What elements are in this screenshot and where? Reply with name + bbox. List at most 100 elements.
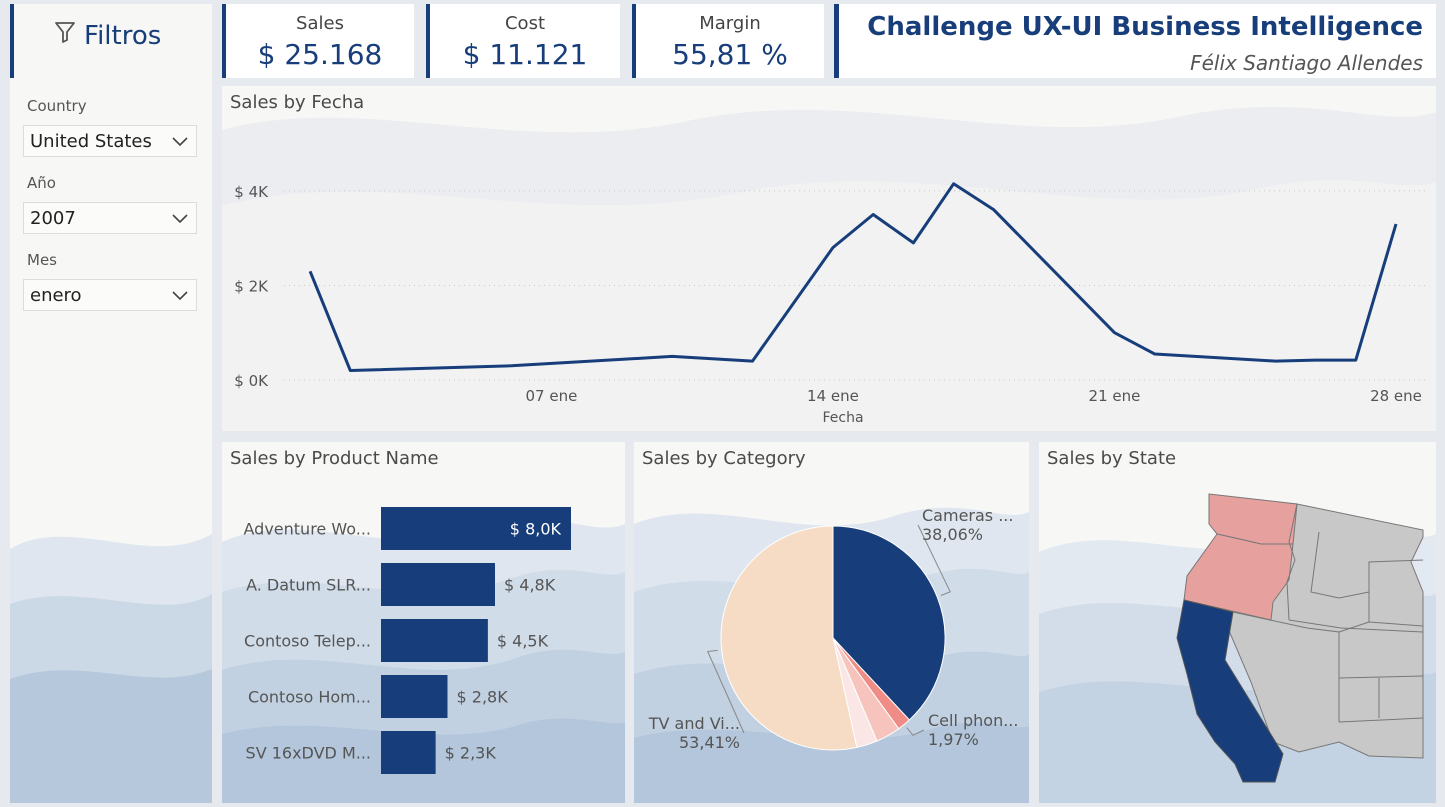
country-dropdown[interactable]: United States <box>23 125 197 157</box>
title-card: Challenge UX-UI Business Intelligence Fé… <box>834 4 1436 78</box>
line-data-point[interactable] <box>951 181 957 187</box>
year-dropdown[interactable]: 2007 <box>23 202 197 234</box>
filters-panel: Filtros Country United States Año 2007 M… <box>10 4 212 803</box>
line-data-point[interactable] <box>830 245 836 251</box>
line-chart-title: Sales by Fecha <box>230 92 365 113</box>
month-value: enero <box>30 284 82 306</box>
x-tick-label: 14 ene <box>807 387 859 405</box>
filters-accent-bar <box>10 4 14 78</box>
pie-slice-name: TV and Vi... <box>648 714 740 733</box>
month-dropdown[interactable]: enero <box>23 279 197 311</box>
line-data-point[interactable] <box>1111 330 1117 336</box>
bar-category-label: SV 16xDVD M... <box>246 744 371 763</box>
country-label: Country <box>27 97 87 115</box>
bar-data-label: $ 4,5K <box>497 632 549 651</box>
sales-kpi-card: Sales $ 25.168 <box>222 4 414 78</box>
bar-category-label: Contoso Telep... <box>244 632 371 651</box>
line-data-point[interactable] <box>750 358 756 364</box>
sales-by-date-panel[interactable]: Sales by Fecha $ 0K $ 2K $ 4K 07 ene 14 ene 2… <box>222 86 1436 431</box>
year-label: Año <box>27 174 56 192</box>
filter-funnel-icon <box>54 20 76 51</box>
sales-by-category-panel[interactable]: Sales by Category Cameras ... 38,06% Cell … <box>634 442 1029 803</box>
line-data-point[interactable] <box>307 268 313 274</box>
line-chart[interactable]: $ 0K $ 2K $ 4K 07 ene 14 ene 21 ene 28 ene Fech… <box>222 86 1436 431</box>
line-data-point[interactable] <box>508 363 514 369</box>
filters-title: Filtros <box>84 20 162 51</box>
line-data-point[interactable] <box>1353 357 1359 363</box>
pie-slice-percent: 1,97% <box>928 730 979 749</box>
y-tick-label: $ 0K <box>234 372 269 390</box>
map-chart-title: Sales by State <box>1047 448 1177 469</box>
kpi-accent-bar <box>222 4 226 78</box>
sales-kpi-value: $ 25.168 <box>257 38 383 71</box>
kpi-accent-bar <box>632 4 636 78</box>
margin-kpi-label: Margin <box>699 13 761 34</box>
pie-slice-percent: 38,06% <box>922 525 983 544</box>
cost-kpi-label: Cost <box>504 13 546 34</box>
product-bar[interactable] <box>381 731 436 774</box>
pie-chart-title: Sales by Category <box>642 448 806 469</box>
x-tick-label: 21 ene <box>1089 387 1141 405</box>
line-data-point[interactable] <box>870 212 876 218</box>
month-label: Mes <box>27 251 57 269</box>
margin-kpi-value: 55,81 % <box>672 38 788 71</box>
x-axis-title: Fecha <box>822 410 863 426</box>
pie-chart[interactable]: Cameras ...38,06% Cell phon...1,97% TV and… <box>634 442 1029 803</box>
pie-leader-line <box>906 727 925 736</box>
title-accent-bar <box>834 4 839 78</box>
line-data-point[interactable] <box>669 353 675 359</box>
line-data-point[interactable] <box>1393 221 1399 227</box>
chevron-down-icon <box>172 214 188 224</box>
margin-kpi-card: Margin 55,81 % <box>632 4 824 78</box>
line-data-point[interactable] <box>991 207 997 213</box>
pie-slice-percent: 53,41% <box>679 733 740 752</box>
pie-leader-line <box>917 524 951 596</box>
country-value: United States <box>30 130 152 152</box>
map-state-oregon[interactable] <box>1183 533 1294 621</box>
map-state-borders <box>1232 503 1424 723</box>
product-bar[interactable] <box>381 619 488 662</box>
pie-slice[interactable] <box>720 525 858 751</box>
product-bar[interactable] <box>381 507 571 550</box>
map-state-california[interactable] <box>1176 599 1284 783</box>
bar-data-label: $ 2,3K <box>445 744 497 763</box>
bar-category-label: Adventure Wo... <box>244 520 372 539</box>
cost-kpi-card: Cost $ 11.121 <box>426 4 620 78</box>
bar-data-label: $ 4,8K <box>504 576 556 595</box>
line-data-point[interactable] <box>910 240 916 246</box>
chevron-down-icon <box>172 291 188 301</box>
chevron-down-icon <box>172 137 188 147</box>
sales-kpi-label: Sales <box>296 13 344 34</box>
filters-header: Filtros <box>54 20 161 51</box>
sales-by-product-panel[interactable]: Sales by Product Name Adventure Wo... $ 8… <box>222 442 625 803</box>
sales-by-state-panel[interactable]: Sales by State <box>1039 442 1436 803</box>
x-tick-label: 07 ene <box>526 387 578 405</box>
dashboard-title: Challenge UX-UI Business Intelligence <box>867 12 1423 42</box>
bar-category-label: A. Datum SLR... <box>246 576 371 595</box>
line-data-point[interactable] <box>1313 357 1319 363</box>
year-value: 2007 <box>30 207 76 229</box>
background-waves <box>10 534 212 803</box>
bar-data-label: $ 2,8K <box>457 688 509 707</box>
pie-slice-name: Cell phon... <box>928 711 1018 730</box>
y-tick-label: $ 4K <box>234 183 269 201</box>
y-tick-label: $ 2K <box>234 277 269 295</box>
bar-data-label: $ 8,0K <box>510 520 562 539</box>
cost-kpi-value: $ 11.121 <box>462 38 588 71</box>
pie-leader-line <box>706 649 745 734</box>
line-data-point[interactable] <box>1272 358 1278 364</box>
product-bar[interactable] <box>381 563 495 606</box>
line-data-point[interactable] <box>347 368 353 374</box>
bar-chart-title: Sales by Product Name <box>230 448 439 469</box>
bar-chart[interactable]: Adventure Wo... $ 8,0K A. Datum SLR... $ 4,… <box>222 442 625 803</box>
pie-slice-name: Cameras ... <box>922 506 1013 525</box>
bar-category-label: Contoso Hom... <box>248 688 371 707</box>
kpi-accent-bar <box>426 4 430 78</box>
dashboard-author: Félix Santiago Allendes <box>1190 51 1423 75</box>
line-data-point[interactable] <box>1152 351 1158 357</box>
sales-line-series[interactable] <box>308 182 1398 372</box>
x-tick-label: 28 ene <box>1370 387 1422 405</box>
pie-slice[interactable] <box>832 525 946 721</box>
us-west-map[interactable] <box>1039 442 1436 803</box>
product-bar[interactable] <box>381 675 448 718</box>
